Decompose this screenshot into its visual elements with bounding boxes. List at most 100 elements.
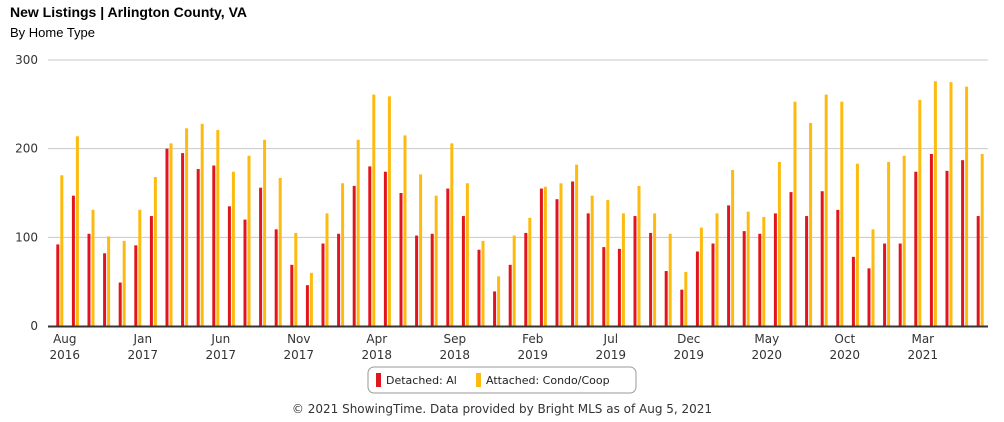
bar-detached: [305, 285, 309, 326]
bar-attached: [138, 209, 142, 326]
bar-detached: [383, 171, 387, 326]
bar-detached: [961, 160, 965, 326]
bar-detached: [883, 243, 887, 326]
bar-detached: [134, 245, 138, 326]
bar-detached: [898, 243, 902, 326]
bar-attached: [731, 169, 735, 326]
bar-attached: [153, 177, 157, 326]
bar-attached: [575, 164, 579, 326]
x-tick-label-year: 2017: [284, 348, 315, 362]
legend[interactable]: Detached: Al Attached: Condo/Coop: [367, 366, 637, 394]
x-tick-label-year: 2017: [128, 348, 159, 362]
bar-detached: [243, 219, 247, 326]
bar-attached: [91, 209, 95, 326]
bar-attached: [746, 211, 750, 326]
bar-detached: [274, 229, 278, 326]
bar-attached: [403, 135, 407, 326]
bar-attached: [762, 216, 766, 326]
bar-attached: [75, 136, 79, 326]
bar-detached: [836, 209, 840, 326]
bar-detached: [259, 187, 263, 326]
bar-detached: [181, 153, 185, 326]
bar-detached: [555, 199, 559, 326]
x-tick-label-month: Mar: [911, 332, 934, 346]
bar-detached: [212, 165, 216, 326]
bar-attached: [200, 123, 204, 326]
x-tick-label-month: Aug: [53, 332, 76, 346]
bar-detached: [321, 243, 325, 326]
bar-detached: [539, 188, 543, 326]
bar-detached: [477, 249, 481, 326]
bar-attached: [684, 271, 688, 326]
bar-detached: [617, 248, 621, 326]
x-tick-label-month: Feb: [522, 332, 543, 346]
bar-attached: [356, 139, 360, 326]
x-tick-label-year: 2020: [830, 348, 861, 362]
bar-detached: [571, 181, 575, 326]
bar-detached: [103, 253, 107, 326]
x-tick-label-month: May: [754, 332, 779, 346]
bar-attached: [840, 101, 844, 326]
bar-attached: [668, 233, 672, 326]
bar-attached: [107, 236, 111, 326]
x-tick-label-year: 2019: [518, 348, 549, 362]
bar-attached: [122, 240, 126, 326]
bar-attached: [512, 235, 516, 326]
bar-attached: [528, 217, 532, 326]
bar-detached: [493, 291, 497, 326]
bar-attached: [497, 276, 501, 326]
y-tick-label: 0: [30, 319, 38, 333]
y-tick-label: 200: [15, 142, 38, 156]
bar-detached: [602, 247, 606, 326]
legend-box: [367, 366, 637, 394]
bar-detached: [649, 232, 653, 326]
x-tick-label-month: Dec: [677, 332, 700, 346]
bar-detached: [711, 243, 715, 326]
bar-attached: [715, 213, 719, 326]
legend-label-detached[interactable]: Detached: Al: [386, 374, 457, 387]
bar-detached: [196, 169, 200, 326]
bar-detached: [727, 205, 731, 326]
bar-attached: [637, 185, 641, 326]
bar-attached: [387, 96, 391, 326]
x-tick-label-year: 2019: [674, 348, 705, 362]
bar-attached: [777, 161, 781, 326]
bar-detached: [680, 289, 684, 326]
bar-attached: [481, 240, 485, 326]
bar-attached: [325, 213, 329, 326]
x-tick-label-year: 2017: [206, 348, 237, 362]
bar-detached: [399, 193, 403, 326]
bar-detached: [337, 233, 341, 326]
bar-detached: [664, 271, 668, 326]
bar-detached: [118, 282, 122, 326]
bar-attached: [653, 213, 657, 326]
bar-detached: [773, 213, 777, 326]
bar-attached: [699, 227, 703, 326]
bar-detached: [71, 195, 75, 326]
bar-detached: [695, 251, 699, 326]
bar-detached: [149, 216, 153, 326]
gridlines: [48, 59, 988, 238]
bar-detached: [352, 185, 356, 326]
bar-attached: [185, 128, 189, 326]
x-tick-label-month: Apr: [366, 332, 387, 346]
bar-attached: [559, 183, 563, 326]
x-tick-label-month: Jan: [133, 332, 153, 346]
bar-attached: [793, 101, 797, 326]
bar-attached: [918, 99, 922, 327]
bar-attached: [309, 272, 313, 326]
bar-detached: [368, 166, 372, 326]
bar-attached: [621, 213, 625, 326]
x-tick-label-year: 2020: [752, 348, 783, 362]
legend-label-attached[interactable]: Attached: Condo/Coop: [486, 374, 610, 387]
bar-detached: [867, 268, 871, 326]
y-axis: 0 100 200 300: [15, 53, 38, 333]
bar-detached: [430, 233, 434, 326]
bar-detached: [945, 170, 949, 326]
chart-subtitle: By Home Type: [10, 25, 95, 40]
x-tick-label-month: Oct: [834, 332, 855, 346]
x-tick-label-year: 2018: [362, 348, 393, 362]
bar-attached: [419, 174, 423, 326]
bar-detached: [56, 244, 60, 326]
